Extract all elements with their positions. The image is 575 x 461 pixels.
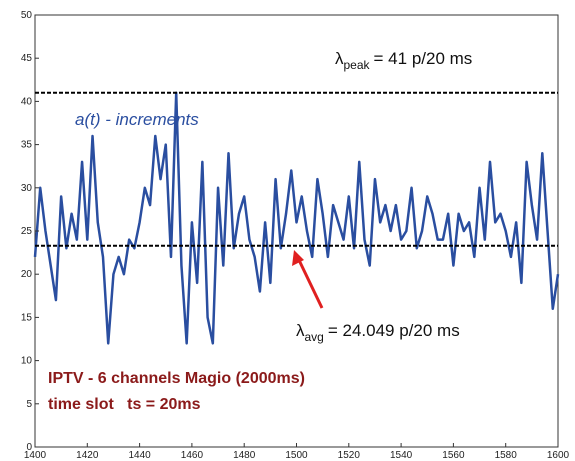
y-tick-label: 45 xyxy=(21,53,33,64)
x-tick-label: 1520 xyxy=(338,450,361,461)
y-tick-label: 0 xyxy=(26,442,32,453)
y-tick-label: 5 xyxy=(26,399,32,410)
subscript: avg xyxy=(305,330,324,344)
avg-label: λavg = 24.049 p/20 ms xyxy=(296,321,460,344)
x-tick-label: 1600 xyxy=(547,450,570,461)
annotation: time slot ts = 20ms xyxy=(48,396,201,413)
annotation: IPTV - 6 channels Magio (2000ms) xyxy=(48,370,305,387)
peak-label: λpeak = 41 p/20 ms xyxy=(335,49,472,72)
x-tick-label: 1480 xyxy=(233,450,256,461)
x-tick-label: 1560 xyxy=(442,450,465,461)
y-tick-label: 35 xyxy=(21,140,33,151)
arrow-head xyxy=(292,250,304,266)
symbol: λ xyxy=(296,321,305,340)
series-label: a(t) - increments xyxy=(75,110,199,129)
arrow xyxy=(296,257,324,309)
y-tick-label: 50 xyxy=(21,10,33,21)
y-tick-label: 25 xyxy=(21,226,33,237)
x-tick-label: 1500 xyxy=(285,450,308,461)
label-text: = 24.049 p/20 ms xyxy=(328,321,460,340)
subscript: peak xyxy=(344,58,371,72)
x-tick-label: 1580 xyxy=(495,450,518,461)
x-tick-label: 1540 xyxy=(390,450,413,461)
x-tick-label: 1460 xyxy=(181,450,204,461)
data-line xyxy=(33,91,560,345)
symbol: λ xyxy=(335,49,344,68)
label-text: = 41 p/20 ms xyxy=(374,49,473,68)
y-tick-label: 15 xyxy=(21,312,33,323)
x-tick-label: 1420 xyxy=(76,450,99,461)
y-tick-label: 20 xyxy=(21,269,33,280)
x-tick-label: 1400 xyxy=(24,450,47,461)
y-tick-label: 30 xyxy=(21,183,33,194)
y-tick-label: 40 xyxy=(21,96,33,107)
y-tick-label: 10 xyxy=(21,356,33,367)
x-tick-label: 1440 xyxy=(128,450,151,461)
